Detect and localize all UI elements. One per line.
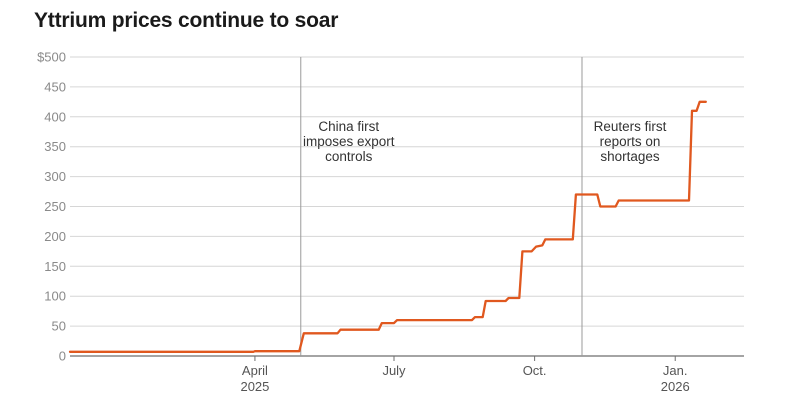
x-tick-label: April [242, 363, 268, 378]
x-tick-label: Jan. [663, 363, 688, 378]
x-tick-label: Oct. [523, 363, 547, 378]
annotation-lines [300, 57, 583, 356]
chart-title: Yttrium prices continue to soar [34, 9, 339, 32]
annotation-label: reports on [600, 134, 661, 149]
y-tick-label: 250 [44, 199, 66, 214]
y-tick-label: 50 [52, 319, 66, 334]
x-tick-label: 2025 [240, 379, 269, 394]
x-tick-label: July [382, 363, 406, 378]
annotation-label: shortages [600, 149, 660, 164]
y-tick-label: 100 [44, 289, 66, 304]
gridlines [70, 56, 744, 357]
x-tick-label: 2026 [661, 379, 690, 394]
y-tick-label: 150 [44, 259, 66, 274]
y-tick-label: 300 [44, 169, 66, 184]
y-tick-label: 350 [44, 139, 66, 154]
y-axis-ticks: $500 450 400 350 300 250 200 150 100 50 0 [37, 50, 66, 364]
y-tick-label: 0 [59, 349, 66, 364]
y-tick-label: $500 [37, 50, 66, 65]
y-tick-label: 400 [44, 109, 66, 124]
price-series-line [68, 100, 707, 353]
y-tick-label: 450 [44, 79, 66, 94]
annotation-label: imposes export [303, 134, 395, 149]
annotation-label: China first [318, 119, 379, 134]
annotation-label: Reuters first [594, 119, 667, 134]
annotation-label: controls [325, 149, 373, 164]
y-tick-label: 200 [44, 229, 66, 244]
series [68, 100, 707, 353]
